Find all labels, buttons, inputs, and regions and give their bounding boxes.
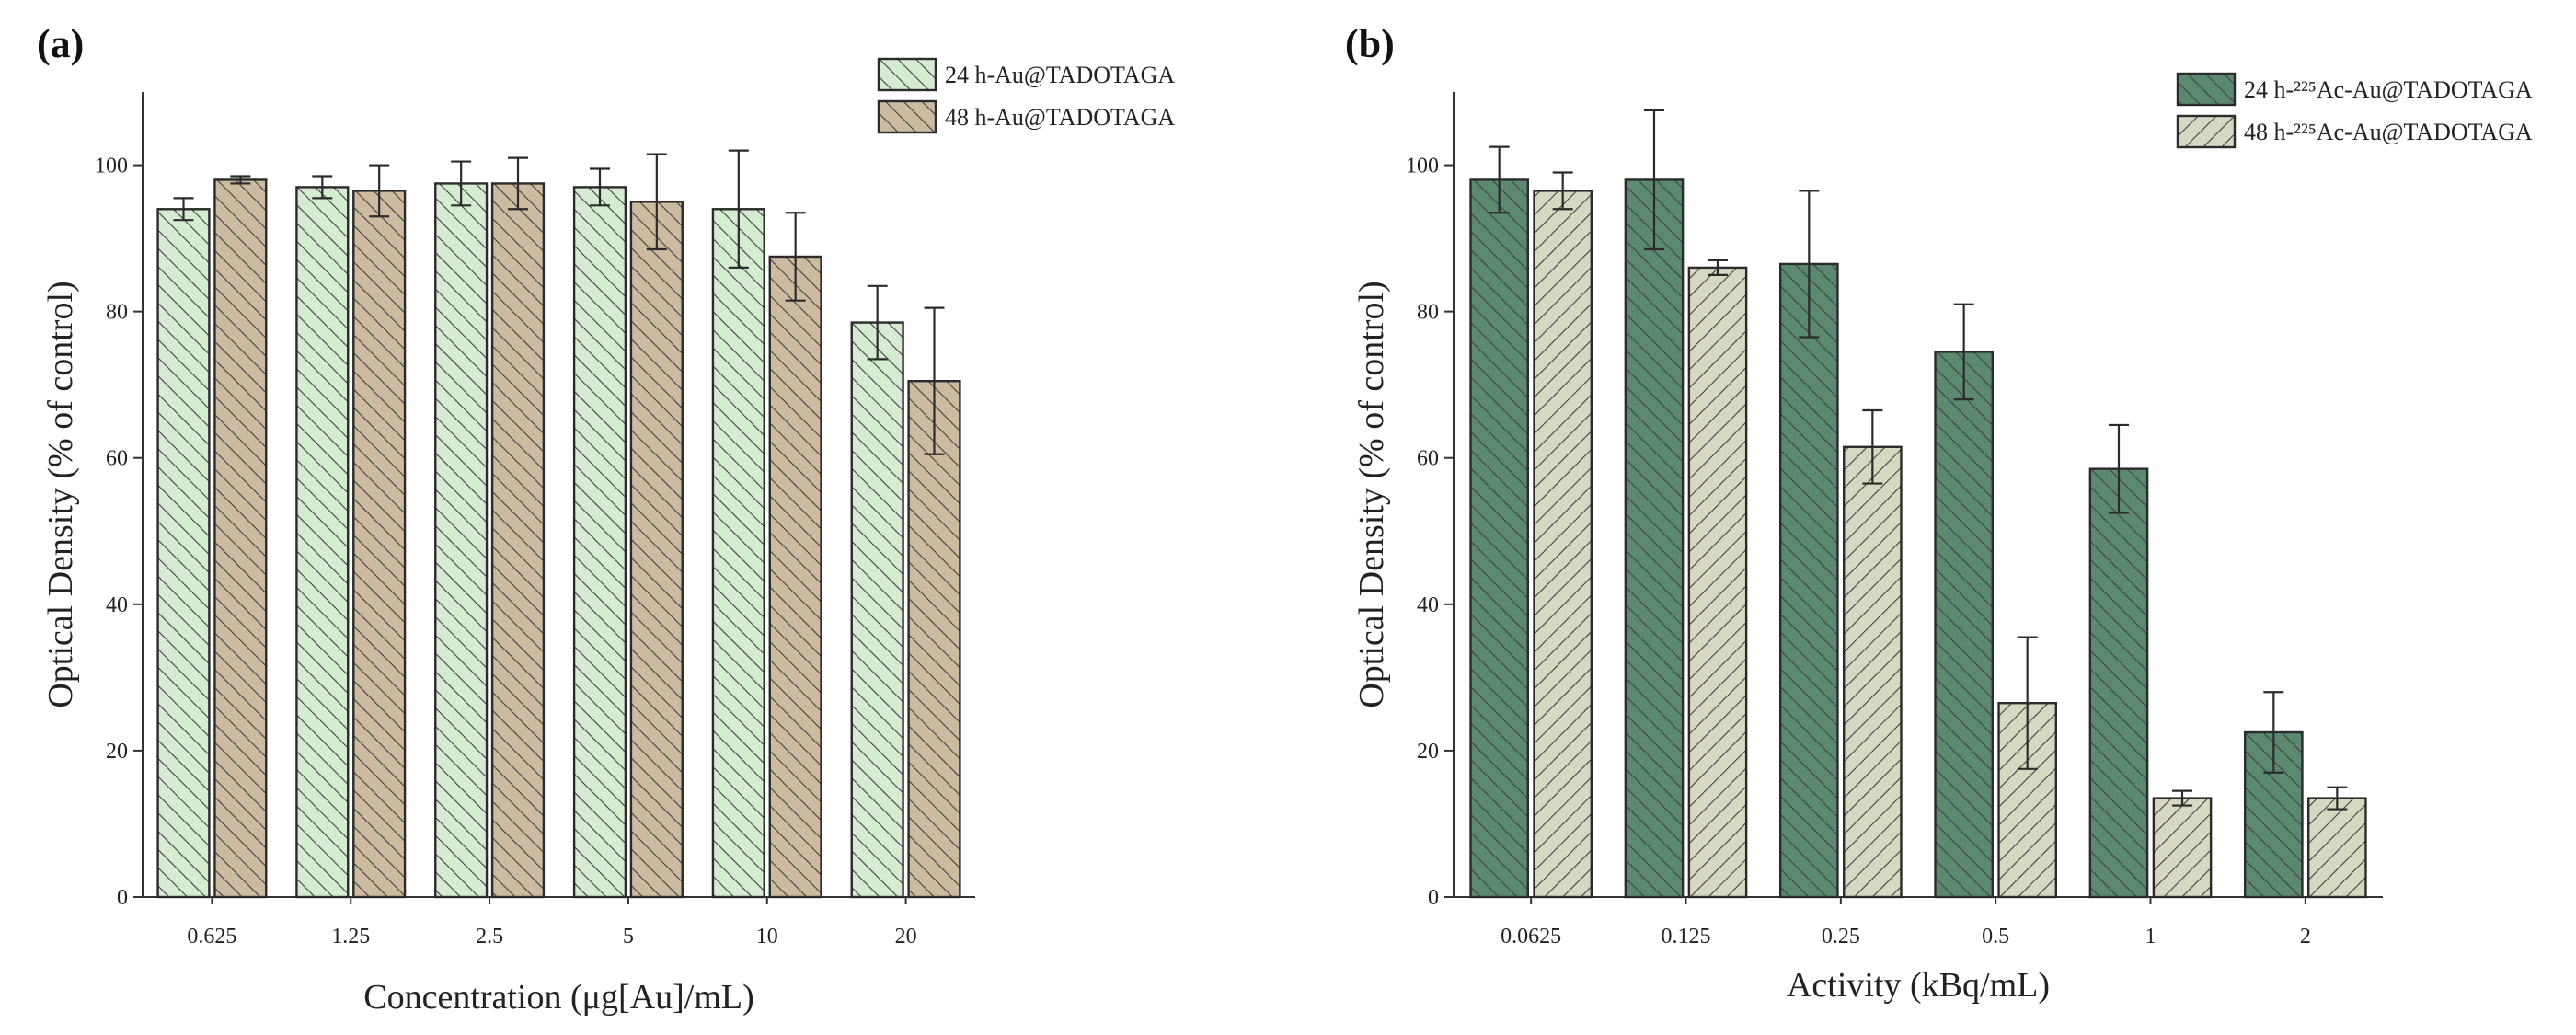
y-tick-label: 80 [1417, 301, 1439, 325]
x-tick-label: 2 [2300, 925, 2311, 949]
x-tick-label: 0.5 [1982, 925, 2009, 949]
y-tick-label: 100 [1406, 155, 1439, 178]
y-tick-label: 0 [1428, 886, 1439, 910]
bar-hatch [490, 182, 546, 899]
legend-swatch-hatch [877, 57, 937, 92]
x-tick-label: 0.625 [187, 925, 236, 949]
y-tick-label: 100 [95, 155, 128, 178]
x-tick-label: 0.125 [1662, 925, 1711, 949]
panel-label: (a) [37, 21, 84, 66]
x-tick-label: 2.5 [476, 925, 503, 949]
y-tick-label: 40 [106, 593, 128, 617]
y-tick-label: 20 [106, 740, 128, 764]
bar-hatch [434, 182, 489, 899]
y-tick-label: 80 [106, 301, 128, 325]
x-tick-label: 0.0625 [1501, 925, 1561, 949]
legend-entry: 24 h-Au@TADOTAGA [945, 62, 1175, 88]
bar-hatch [1469, 178, 1530, 899]
legend-entry: 48 h-²²⁵Ac-Au@TADOTAGA [2244, 119, 2533, 145]
legend-swatch-hatch [877, 99, 937, 134]
bar-hatch [2152, 797, 2213, 899]
x-axis-label: Activity (kBq/mL) [1787, 966, 2050, 1005]
x-tick-label: 1.25 [331, 925, 370, 949]
bar-hatch [2088, 467, 2149, 899]
legend-swatch-hatch [2176, 114, 2237, 149]
bar-hatch [352, 190, 407, 899]
x-tick-label: 1 [2145, 925, 2156, 949]
x-tick-label: 0.25 [1822, 925, 1860, 949]
bar-hatch [907, 380, 961, 899]
legend-entry: 48 h-Au@TADOTAGA [945, 104, 1175, 131]
bar-hatch [850, 321, 904, 899]
x-axis-label: Concentration (μg[Au]/mL) [363, 978, 754, 1017]
bar-hatch [2306, 797, 2367, 899]
bar-hatch [213, 178, 268, 899]
bar-hatch [1533, 190, 1593, 899]
y-tick-label: 40 [1417, 593, 1439, 617]
y-axis-label: Optical Density (% of control) [1352, 281, 1391, 707]
x-tick-label: 10 [756, 925, 778, 949]
panel-label: (b) [1345, 21, 1395, 66]
bar-hatch [156, 208, 211, 899]
x-tick-label: 5 [623, 925, 634, 949]
bar-hatch [711, 208, 765, 899]
y-tick-label: 60 [1417, 447, 1439, 471]
y-tick-label: 60 [106, 447, 128, 471]
bar-hatch [295, 186, 350, 899]
bar-hatch [1624, 178, 1685, 899]
bar-hatch [1934, 351, 1994, 899]
y-tick-label: 20 [1417, 740, 1439, 764]
chart-panel-b: (b) 0 20 40 60 80 100 0.0625 0.125 0.25 0.5 1 2 Activ… [1345, 21, 2533, 1005]
bar-hatch [1842, 445, 1903, 899]
bar-hatch [1687, 266, 1748, 899]
bar-hatch [629, 201, 684, 899]
legend-swatch-hatch [2176, 72, 2237, 107]
chart-panel-a: (a) 0 20 40 60 80 100 0.625 1.25 2.5 5 10 20 Concentr… [37, 21, 1175, 1017]
bar-hatch [768, 255, 822, 899]
x-tick-label: 20 [895, 925, 917, 949]
legend-entry: 24 h-²²⁵Ac-Au@TADOTAGA [2244, 76, 2533, 103]
y-axis-label: Optical Density (% of control) [41, 281, 80, 707]
bar-hatch [1778, 262, 1839, 899]
y-tick-label: 0 [117, 886, 128, 910]
bar-hatch [1997, 702, 2058, 899]
bar-hatch [572, 186, 627, 899]
